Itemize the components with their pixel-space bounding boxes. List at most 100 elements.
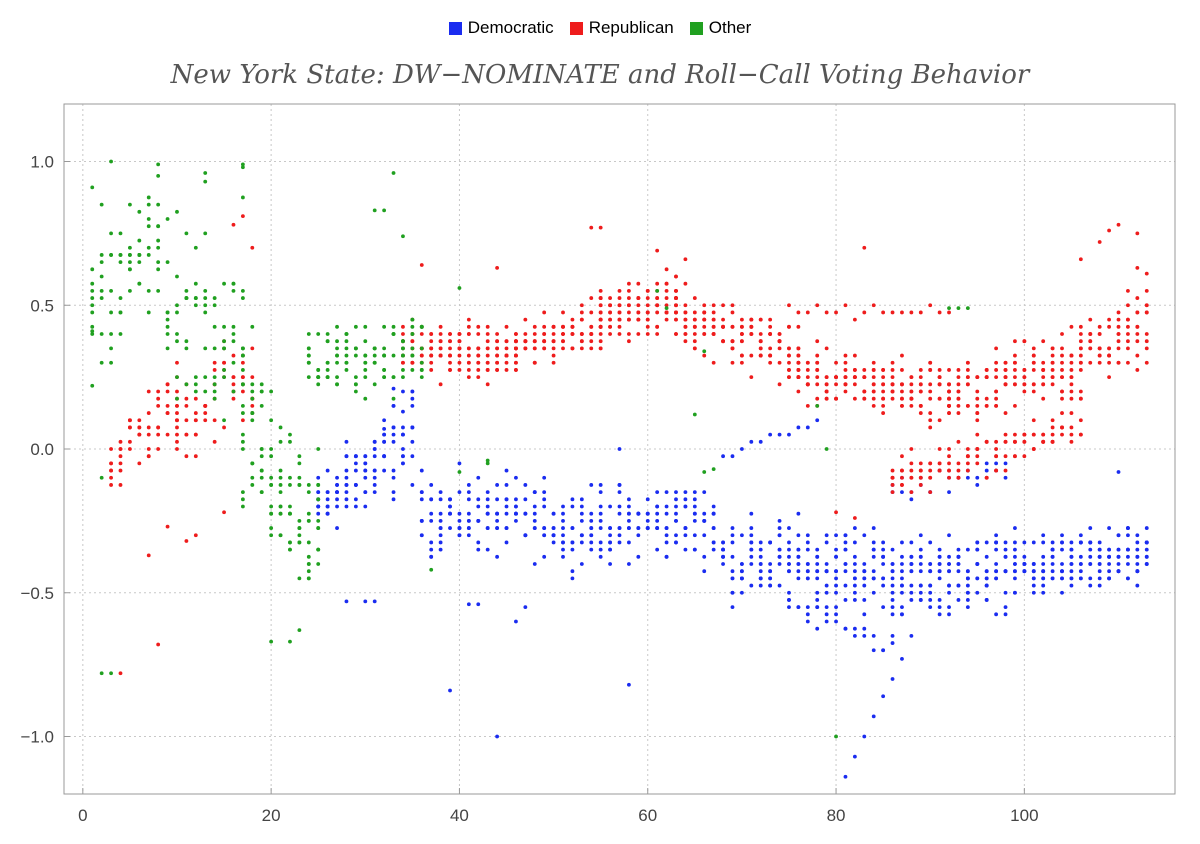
data-point-democratic	[947, 490, 951, 495]
data-point-democratic	[570, 569, 575, 574]
data-point-democratic	[325, 497, 330, 502]
data-point-democratic	[514, 619, 518, 624]
data-point-republican	[909, 461, 914, 466]
data-point-other	[193, 281, 198, 286]
data-point-republican	[617, 303, 622, 308]
data-point-democratic	[852, 590, 857, 595]
data-point-republican	[805, 368, 810, 372]
data-point-republican	[466, 368, 471, 372]
data-point-republican	[222, 510, 226, 515]
data-point-republican	[495, 353, 500, 358]
data-point-democratic	[1013, 526, 1017, 530]
data-point-republican	[749, 317, 754, 322]
data-point-republican	[1097, 346, 1102, 351]
data-point-republican	[918, 382, 923, 387]
data-point-republican	[1031, 389, 1036, 394]
data-point-democratic	[843, 533, 848, 538]
data-point-republican	[231, 222, 236, 227]
series-other	[90, 159, 970, 739]
data-point-other	[109, 288, 113, 293]
data-point-republican	[909, 375, 914, 380]
data-point-republican	[721, 324, 725, 329]
data-point-republican	[156, 447, 161, 451]
data-point-other	[278, 490, 283, 495]
data-point-democratic	[401, 454, 405, 459]
data-point-republican	[1069, 360, 1074, 365]
data-point-republican	[504, 360, 509, 365]
data-point-republican	[1013, 403, 1017, 408]
data-point-republican	[589, 324, 594, 329]
data-point-republican	[589, 296, 594, 300]
data-point-democratic	[1135, 554, 1140, 559]
data-point-democratic	[1069, 576, 1074, 581]
data-point-democratic	[325, 504, 330, 509]
data-point-democratic	[579, 562, 584, 566]
data-point-other	[306, 562, 311, 566]
data-point-republican	[410, 339, 415, 344]
data-point-republican	[514, 360, 518, 365]
data-point-republican	[457, 332, 462, 336]
data-point-republican	[881, 396, 886, 401]
data-point-republican	[551, 324, 556, 329]
data-point-democratic	[852, 576, 857, 581]
data-point-other	[316, 375, 321, 380]
data-point-republican	[1022, 382, 1027, 387]
data-point-democratic	[363, 599, 368, 604]
data-point-other	[90, 288, 95, 293]
data-point-democratic	[344, 475, 349, 480]
data-point-democratic	[890, 633, 895, 638]
data-point-republican	[834, 510, 838, 515]
data-point-democratic	[900, 583, 904, 588]
data-point-republican	[918, 483, 923, 487]
data-point-democratic	[815, 590, 820, 595]
data-point-republican	[1069, 389, 1074, 394]
data-point-other	[222, 281, 226, 286]
data-point-other	[90, 310, 95, 315]
data-point-democratic	[570, 497, 575, 502]
data-point-democratic	[1116, 562, 1121, 566]
data-point-republican	[1078, 353, 1083, 358]
data-point-democratic	[391, 468, 396, 473]
data-point-republican	[664, 296, 669, 300]
data-point-democratic	[485, 497, 490, 502]
data-point-republican	[184, 403, 189, 408]
data-point-republican	[438, 332, 443, 336]
data-point-republican	[947, 368, 951, 372]
data-point-republican	[608, 310, 612, 315]
data-point-republican	[787, 353, 791, 358]
data-point-democratic	[645, 526, 650, 530]
data-point-democratic	[1126, 554, 1130, 559]
data-point-democratic	[711, 511, 716, 516]
data-point-other	[306, 540, 311, 545]
data-point-republican	[984, 368, 989, 372]
data-point-democratic	[928, 540, 933, 545]
data-point-republican	[514, 332, 518, 336]
data-point-democratic	[824, 583, 829, 588]
data-point-republican	[909, 389, 914, 394]
data-point-other	[297, 461, 302, 466]
data-point-democratic	[918, 547, 923, 552]
data-point-democratic	[579, 540, 584, 545]
data-point-republican	[1135, 296, 1140, 300]
data-point-democratic	[1097, 562, 1102, 566]
data-point-democratic	[514, 504, 518, 509]
data-point-republican	[862, 396, 867, 401]
data-point-other	[175, 339, 179, 344]
data-point-republican	[1050, 439, 1055, 444]
data-point-republican	[796, 389, 801, 394]
data-point-republican	[852, 368, 857, 372]
data-point-democratic	[627, 526, 631, 530]
data-point-democratic	[862, 626, 867, 631]
data-point-democratic	[561, 526, 565, 530]
data-point-democratic	[683, 533, 688, 538]
data-point-democratic	[965, 598, 970, 602]
data-point-democratic	[608, 562, 612, 566]
data-point-republican	[994, 360, 999, 365]
data-point-republican	[1135, 332, 1140, 336]
data-point-republican	[890, 490, 895, 495]
data-point-democratic	[768, 562, 773, 566]
data-point-democratic	[645, 511, 650, 516]
data-point-other	[99, 202, 104, 207]
x-tick-label: 20	[262, 806, 281, 825]
data-point-republican	[1050, 353, 1055, 358]
